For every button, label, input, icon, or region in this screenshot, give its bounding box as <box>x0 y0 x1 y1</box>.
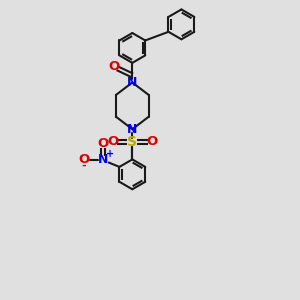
Text: +: + <box>106 149 114 159</box>
Text: O: O <box>97 137 109 150</box>
Text: O: O <box>107 135 118 148</box>
Text: N: N <box>98 153 108 166</box>
Text: N: N <box>127 123 137 136</box>
Text: N: N <box>127 76 137 89</box>
Text: -: - <box>82 161 86 171</box>
Text: O: O <box>109 60 120 73</box>
Text: O: O <box>146 135 158 148</box>
Text: S: S <box>127 135 137 149</box>
Text: O: O <box>79 153 90 166</box>
